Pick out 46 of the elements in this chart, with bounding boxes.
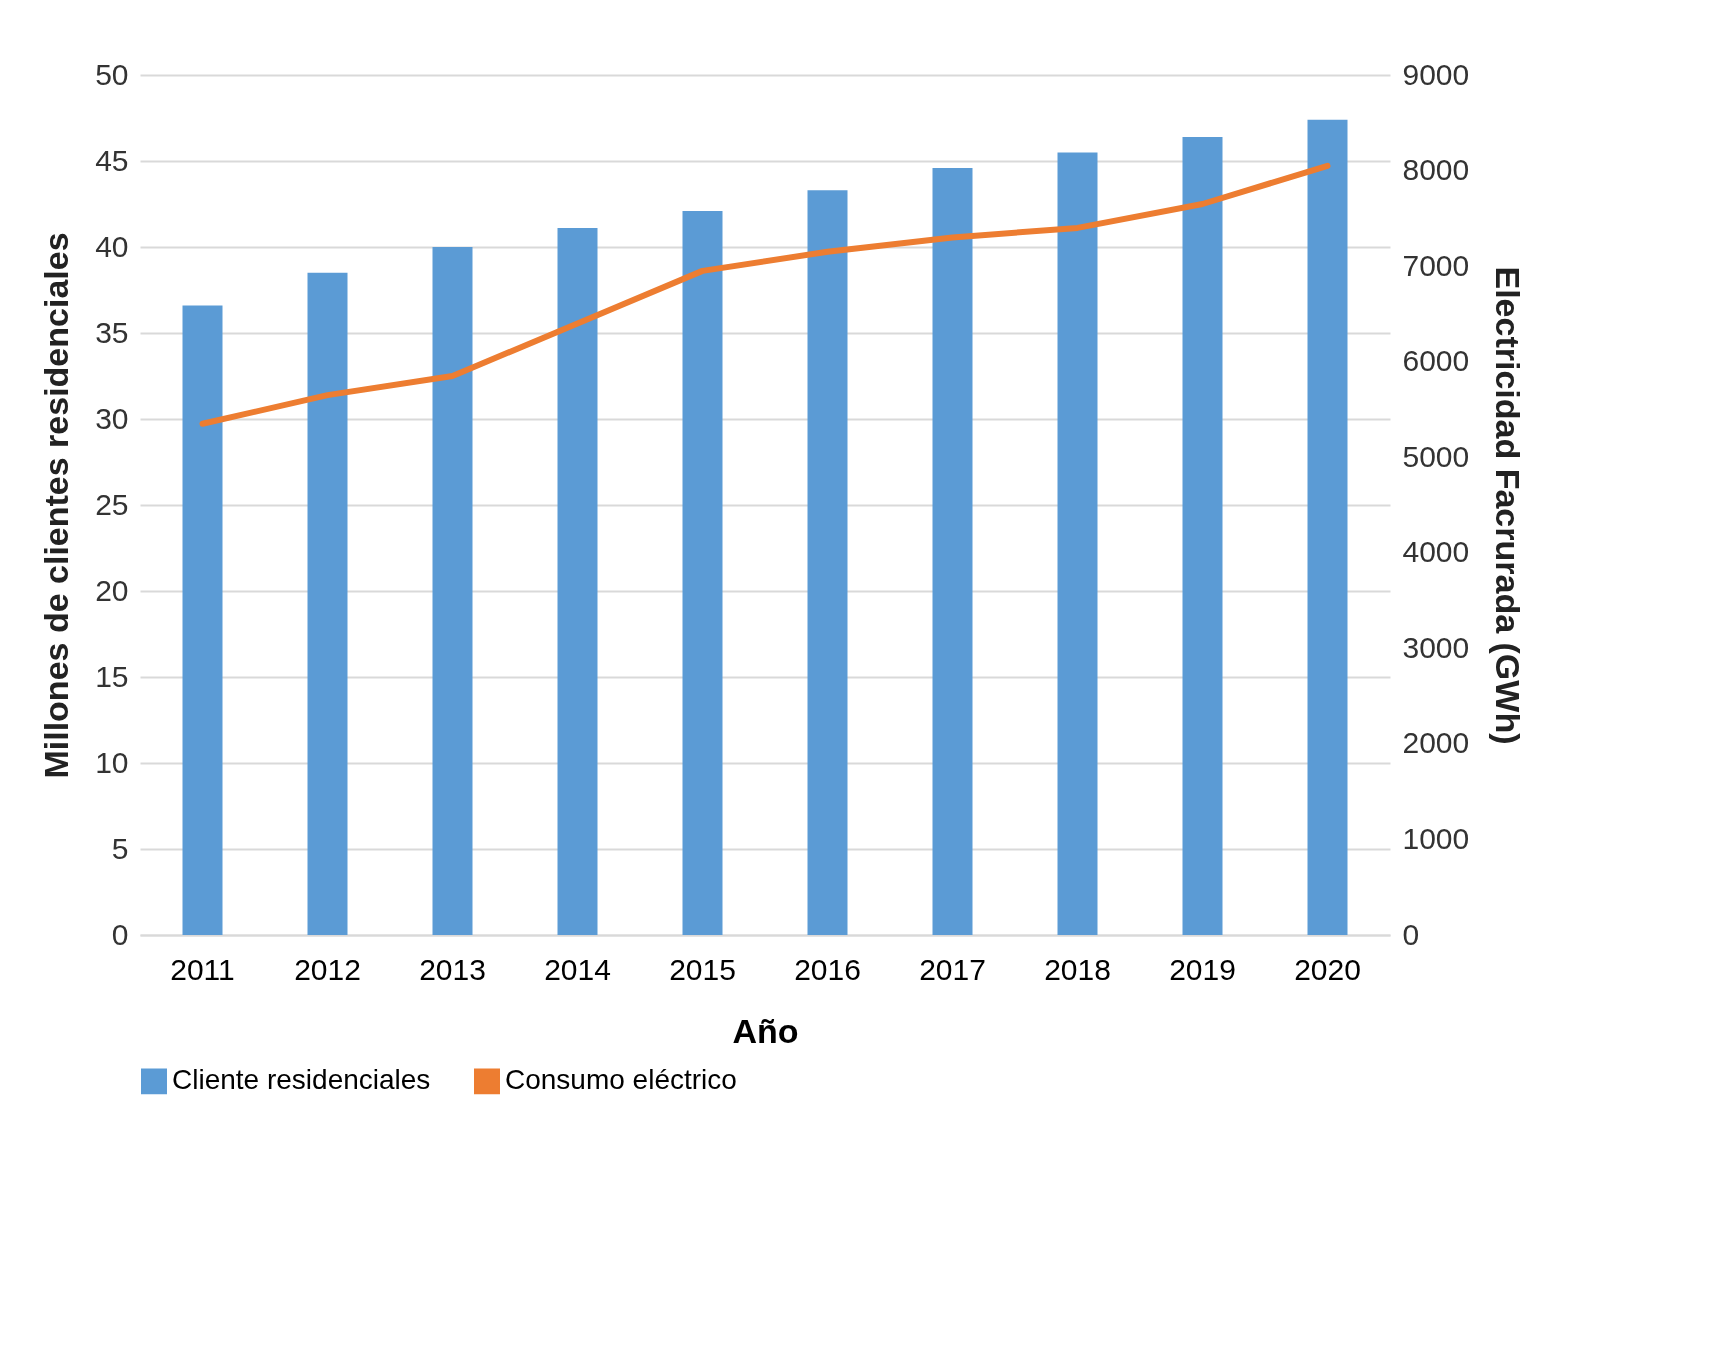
y-tick-label: 40 (95, 229, 129, 263)
x-tick-label: 2015 (669, 952, 736, 986)
y-tick-label: 35 (95, 315, 129, 349)
bar (932, 167, 973, 935)
y2-tick-label: 0 (1402, 917, 1420, 951)
legend-label: Cliente residenciales (172, 1064, 431, 1096)
y-tick-label: 10 (95, 745, 129, 779)
y-tick-label: 30 (95, 401, 129, 435)
y2-tick-label: 3000 (1402, 630, 1470, 664)
y-tick-label: 15 (95, 659, 129, 693)
x-tick-label: 2016 (794, 952, 861, 986)
bar (182, 305, 223, 935)
bar (682, 210, 723, 935)
y-tick-label: 0 (111, 917, 129, 951)
y2-axis-title: Electricidad Facrurada (GWh) (1489, 266, 1528, 745)
y2-tick-label: 6000 (1402, 344, 1470, 378)
y2-tick-label: 1000 (1402, 821, 1470, 855)
x-tick-label: 2019 (1169, 952, 1236, 986)
y-tick-label: 25 (95, 487, 129, 521)
x-tick-label: 2014 (544, 952, 611, 986)
x-tick-label: 2013 (419, 952, 486, 986)
bar (307, 272, 348, 935)
x-tick-label: 2020 (1294, 952, 1361, 986)
x-axis-title: Año (732, 1011, 799, 1050)
y2-tick-label: 2000 (1402, 726, 1470, 760)
bar (557, 228, 598, 935)
y-tick-label: 5 (111, 831, 129, 865)
legend-label: Consumo eléctrico (505, 1064, 737, 1096)
bar (807, 190, 848, 935)
bar (432, 247, 473, 935)
y2-tick-label: 4000 (1402, 535, 1470, 569)
y-axis-title: Millones de clientes residenciales (37, 232, 76, 779)
x-tick-label: 2011 (170, 952, 235, 986)
x-tick-label: 2017 (919, 952, 986, 986)
x-tick-label: 2018 (1044, 952, 1111, 986)
y-tick-label: 20 (95, 573, 129, 607)
y2-tick-label: 5000 (1402, 439, 1470, 473)
bar (1307, 119, 1348, 935)
y2-tick-label: 7000 (1402, 248, 1470, 282)
y-tick-label: 45 (95, 143, 129, 177)
bar (1057, 152, 1098, 935)
y-tick-label: 50 (95, 57, 129, 91)
y2-tick-label: 8000 (1402, 153, 1470, 187)
bar (1182, 136, 1223, 935)
y2-tick-label: 9000 (1402, 57, 1470, 91)
x-tick-label: 2012 (294, 952, 361, 986)
